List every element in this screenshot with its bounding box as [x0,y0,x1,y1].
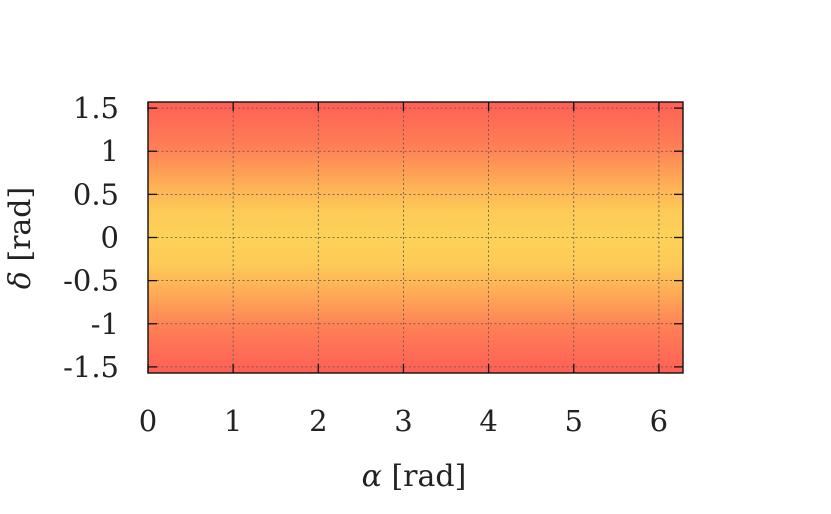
y-tick-labels: 1.5 1 0.5 0 -0.5 -1 -1.5 [63,91,119,384]
y-tick-label: 1.5 [73,91,119,125]
x-tick-labels: 0 1 2 3 4 5 6 [139,404,668,438]
x-axis-symbol: α [362,459,382,494]
x-tick-label: 4 [479,404,497,438]
y-axis-unit: [rad] [3,187,38,271]
x-tick-label: 6 [650,404,668,438]
x-tick-label: 3 [394,404,412,438]
y-tick-label: 0.5 [73,177,119,211]
x-tick-label: 0 [139,404,157,438]
plot-frame [147,101,684,374]
y-tick-label: -0.5 [63,264,119,298]
x-tick-label: 5 [565,404,583,438]
y-axis-symbol: δ [3,271,38,289]
y-tick-label: -1.5 [63,350,119,384]
x-axis-unit: [rad] [382,459,466,494]
y-axis-title: δ [rad] [3,187,38,289]
x-tick-label: 2 [309,404,327,438]
y-tick-label: -1 [91,307,119,341]
x-axis-title: α [rad] [362,459,467,494]
y-tick-label: 1 [101,134,119,168]
x-tick-label: 1 [224,404,242,438]
grid-lines [148,102,683,373]
y-tick-label: 0 [101,221,119,255]
